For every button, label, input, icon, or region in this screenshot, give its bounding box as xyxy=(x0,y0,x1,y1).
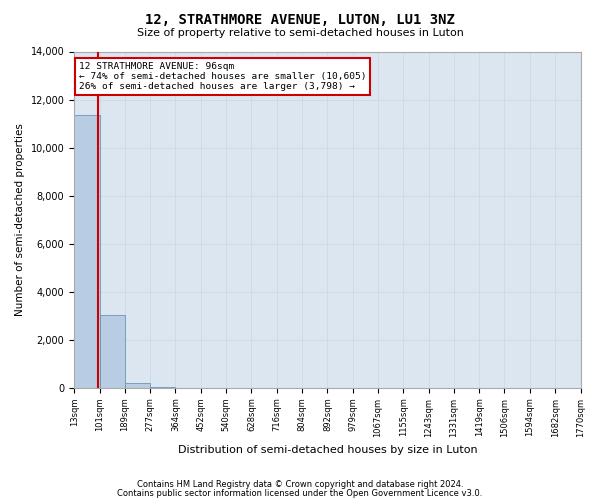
Text: Size of property relative to semi-detached houses in Luton: Size of property relative to semi-detach… xyxy=(137,28,463,38)
Text: 12 STRATHMORE AVENUE: 96sqm
← 74% of semi-detached houses are smaller (10,605)
2: 12 STRATHMORE AVENUE: 96sqm ← 74% of sem… xyxy=(79,62,367,92)
Text: Contains public sector information licensed under the Open Government Licence v3: Contains public sector information licen… xyxy=(118,490,482,498)
Bar xyxy=(100,314,125,388)
Bar xyxy=(150,387,175,388)
Bar xyxy=(125,383,150,388)
Text: Contains HM Land Registry data © Crown copyright and database right 2024.: Contains HM Land Registry data © Crown c… xyxy=(137,480,463,489)
Bar xyxy=(74,115,100,388)
X-axis label: Distribution of semi-detached houses by size in Luton: Distribution of semi-detached houses by … xyxy=(178,445,477,455)
Y-axis label: Number of semi-detached properties: Number of semi-detached properties xyxy=(15,123,25,316)
Text: 12, STRATHMORE AVENUE, LUTON, LU1 3NZ: 12, STRATHMORE AVENUE, LUTON, LU1 3NZ xyxy=(145,12,455,26)
